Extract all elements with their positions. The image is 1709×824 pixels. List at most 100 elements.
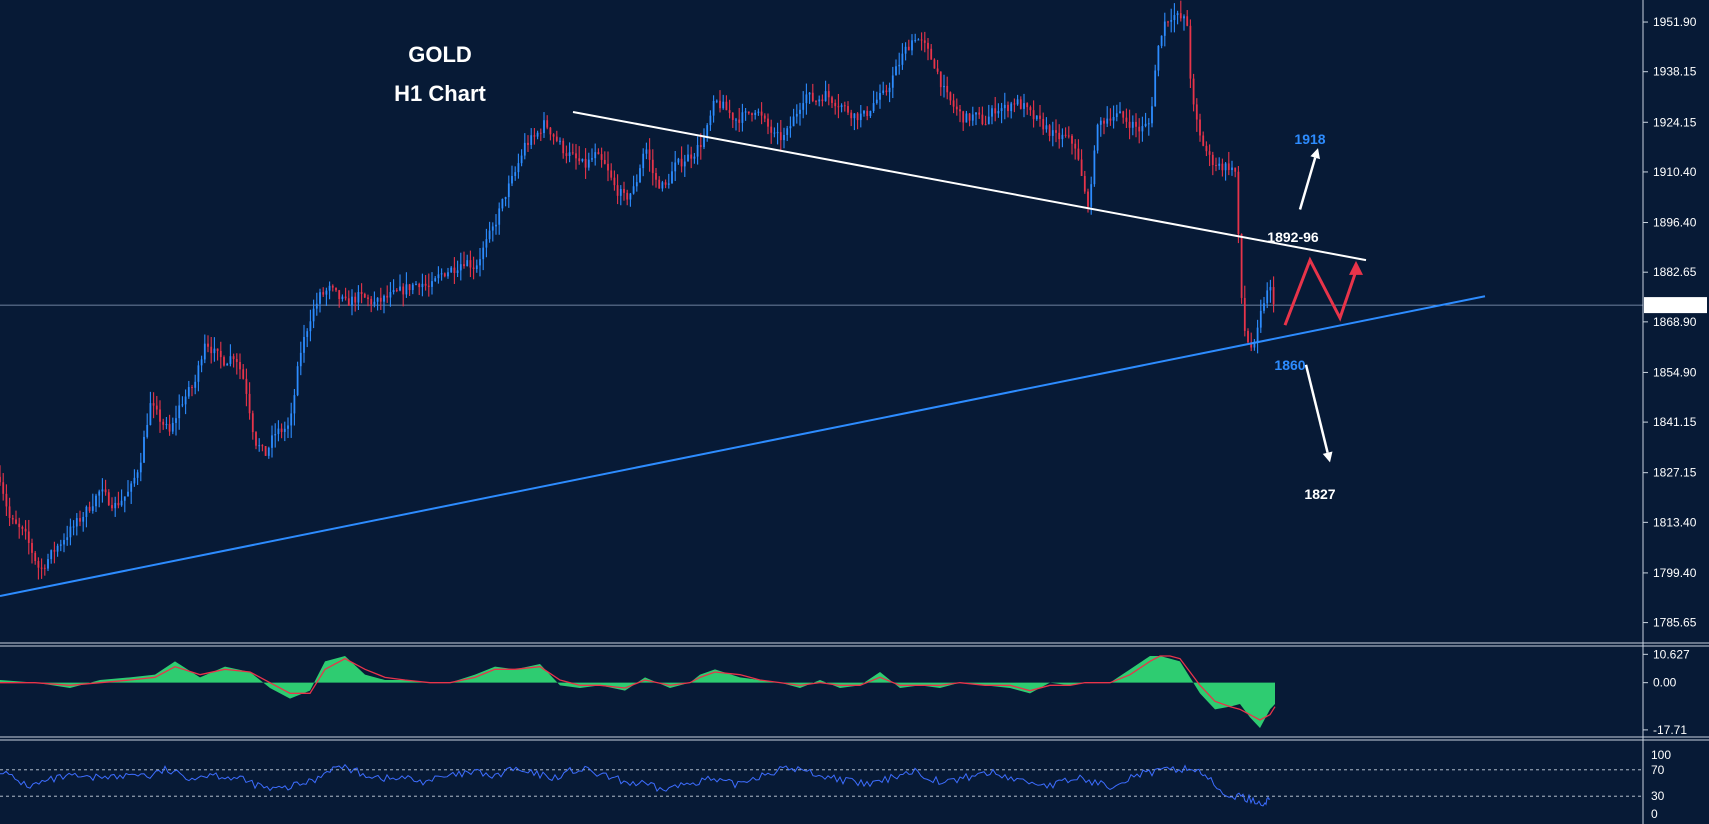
candle-body — [693, 156, 696, 159]
candle-body — [703, 137, 705, 148]
candle-body — [888, 87, 891, 93]
candle-body — [453, 267, 456, 274]
candle-body — [88, 506, 91, 511]
candle-body — [1176, 13, 1179, 16]
candle-body — [392, 290, 395, 293]
candle-body — [8, 506, 11, 518]
price-candles — [0, 0, 1275, 580]
candle-body — [283, 428, 286, 432]
candle-body — [898, 64, 901, 67]
candle-body — [395, 290, 398, 292]
candle-body — [1103, 120, 1105, 124]
candle-body — [373, 301, 376, 305]
support-trendline — [0, 295, 1486, 598]
candle-body — [389, 292, 392, 298]
candle-body — [936, 68, 939, 72]
target-arrow-shaft — [1298, 157, 1317, 210]
candle-body — [258, 445, 261, 447]
candle-body — [1151, 106, 1153, 124]
candle-body — [1160, 35, 1163, 46]
candle-body — [619, 188, 622, 196]
candle-body — [651, 159, 654, 174]
candle-body — [584, 158, 587, 168]
candle-body — [722, 101, 725, 109]
macd-signal-line — [0, 655, 1276, 721]
chart-subtitle: H1 Chart — [394, 81, 486, 106]
candle-body — [1099, 120, 1102, 125]
candle-body — [987, 116, 990, 125]
candle-body — [242, 369, 245, 379]
price-tick-label: 1910.40 — [1653, 165, 1697, 179]
candle-body — [459, 264, 462, 271]
candle-body — [891, 75, 894, 88]
candle-body — [1080, 159, 1083, 177]
candle-body — [98, 491, 101, 496]
candle-body — [603, 159, 606, 164]
candle-body — [744, 111, 747, 113]
candle-body — [379, 297, 382, 302]
candle-body — [1051, 130, 1054, 136]
candle-body — [507, 183, 510, 198]
candle-body — [664, 182, 667, 185]
candle-body — [1237, 171, 1240, 234]
candle-body — [581, 158, 584, 162]
candle-body — [671, 171, 673, 184]
candle-body — [216, 348, 219, 351]
candle-body — [559, 140, 561, 142]
candle-body — [920, 39, 923, 41]
target-arrow-shaft — [1304, 364, 1329, 453]
candle-body — [95, 495, 97, 507]
candle-body — [245, 378, 248, 394]
candle-body — [1218, 163, 1221, 166]
candle-body — [824, 91, 827, 102]
candle-body — [991, 108, 993, 117]
candle-body — [159, 409, 161, 422]
candle-body — [779, 132, 782, 141]
candle-body — [18, 523, 21, 528]
candle-body — [1010, 103, 1013, 112]
candle-body — [223, 357, 225, 366]
candle-body — [840, 105, 843, 108]
candle-body — [472, 267, 475, 270]
candle-body — [587, 159, 590, 168]
candle-body — [40, 567, 43, 569]
candle-body — [1256, 327, 1259, 342]
resistance-zone-label: 1892-96 — [1267, 229, 1319, 245]
candle-body — [213, 348, 216, 354]
candle-body — [1259, 310, 1262, 328]
candle-body — [1234, 167, 1237, 172]
candle-body — [955, 106, 958, 110]
candle-body — [411, 284, 414, 291]
candle-body — [1000, 108, 1003, 112]
candle-body — [328, 285, 331, 291]
candle-body — [466, 260, 469, 267]
candle-body — [194, 381, 197, 388]
candle-body — [271, 435, 273, 448]
target-up-label: 1918 — [1294, 131, 1326, 147]
candle-body — [1170, 20, 1173, 22]
projection-arrowhead — [1349, 260, 1363, 275]
candle-body — [1173, 15, 1176, 21]
candle-body — [299, 352, 302, 367]
candle-body — [376, 297, 379, 302]
candle-body — [27, 531, 30, 543]
trendlines — [0, 111, 1486, 598]
candle-body — [914, 40, 917, 42]
candle-body — [1112, 116, 1115, 121]
candle-body — [280, 428, 283, 432]
candle-body — [235, 358, 238, 362]
price-tick-label: 1813.40 — [1653, 515, 1697, 529]
candle-body — [853, 113, 856, 119]
candle-body — [1106, 118, 1109, 124]
candle-body — [1167, 21, 1169, 23]
rsi-tick-label: 30 — [1651, 789, 1665, 803]
candle-body — [1141, 126, 1144, 132]
candle-body — [571, 152, 574, 154]
candle-body — [616, 185, 619, 196]
candle-body — [207, 343, 209, 347]
candle-body — [210, 346, 213, 354]
candle-body — [639, 168, 641, 183]
current-price-box — [1644, 297, 1707, 314]
price-tick-label: 1841.15 — [1653, 415, 1697, 429]
candle-body — [1208, 151, 1211, 155]
